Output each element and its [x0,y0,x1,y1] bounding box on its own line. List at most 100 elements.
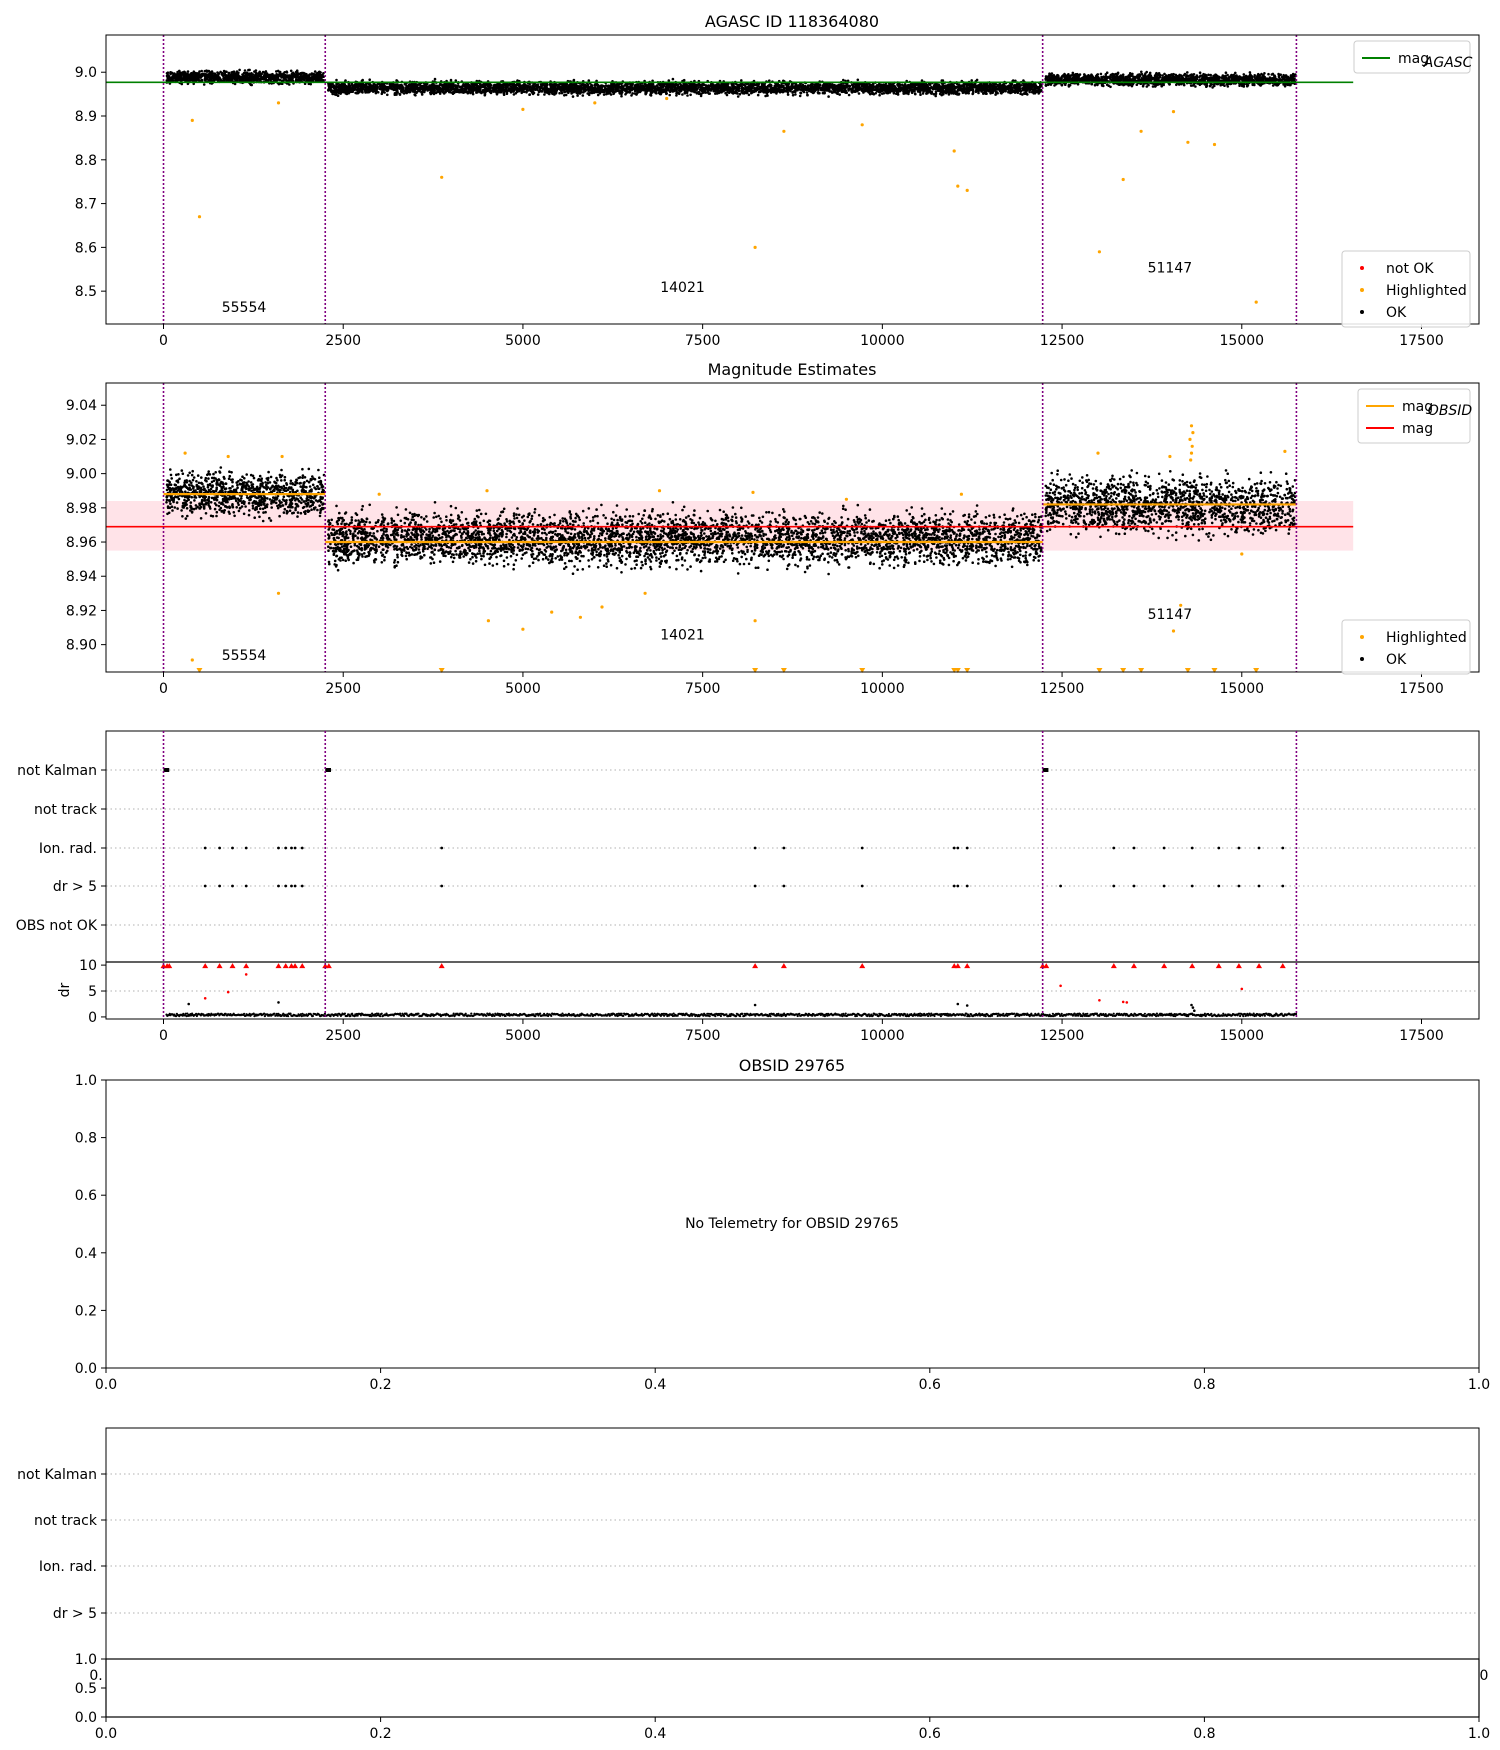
ok-point [189,72,193,75]
ok-point [689,93,692,97]
ok-point [897,85,901,88]
ok-point [750,83,754,86]
ok-point [708,87,711,91]
ok-point [925,91,929,94]
ok-point [265,72,269,76]
ok-point [451,92,455,95]
ok-point [247,68,250,72]
ok-point [233,76,236,80]
ok-point [715,88,718,91]
ok-point [174,79,177,82]
ok-point [759,90,762,94]
ok-point [815,85,818,89]
ok-point [185,73,189,77]
ok-point [971,92,974,96]
ok-point [493,86,497,90]
ok-point [1032,92,1035,95]
ok-point [997,87,1000,91]
ok-point [887,88,890,92]
ok-point [505,89,509,93]
ok-point [686,94,689,97]
ok-point [895,91,899,94]
ok-point [169,77,172,80]
ok-point [173,72,176,75]
ok-point [468,89,472,93]
ok-point [817,88,820,92]
ok-point [346,91,350,95]
ok-point [845,86,848,89]
ok-point [278,78,282,82]
ok-point [262,77,266,81]
ok-point [558,91,561,95]
ok-point [872,92,876,96]
ok-point [826,84,829,87]
ok-point [285,70,289,73]
ok-point [668,90,672,93]
ok-point [224,76,228,79]
ok-point [174,76,178,80]
ok-point [977,83,981,87]
ok-point [860,89,864,93]
ok-point [203,74,206,77]
ok-point [970,88,973,91]
ok-point [602,93,606,96]
ok-point [179,75,183,78]
ok-point [732,91,736,95]
ok-point [287,78,291,82]
ok-point [824,89,828,92]
ok-point [256,74,260,78]
ok-point [726,87,730,90]
ok-point [869,84,873,87]
ok-point [423,88,426,92]
ok-point [712,89,715,93]
ok-point [254,76,258,79]
ok-point [932,92,936,96]
ok-point [351,86,355,90]
ok-point [299,77,302,80]
ok-point [597,84,600,87]
ok-point [954,90,957,94]
ok-point [659,86,663,90]
ok-point [1029,85,1032,88]
ok-point [606,89,610,92]
ok-point [1024,88,1027,92]
ok-point [598,92,602,95]
ok-point [755,87,759,90]
ok-point [620,94,623,98]
ok-point [901,83,904,87]
ok-point [827,95,830,98]
ok-point [977,91,980,95]
ok-point [631,87,634,90]
ok-point [368,78,372,81]
ok-point [188,77,192,80]
ok-point [248,72,251,75]
ok-point [495,92,499,96]
ok-point [654,90,657,94]
ok-point [176,73,179,76]
ok-point [791,91,794,94]
ok-point [302,71,306,75]
ok-point [696,84,699,87]
ok-point [313,74,317,77]
ok-point [640,88,644,91]
ok-point [374,83,377,87]
ok-point [794,90,797,94]
ok-point [791,93,795,97]
ok-point [447,88,451,92]
ok-point [291,76,294,80]
ok-point [227,71,231,75]
ok-point [794,93,797,96]
ok-point [643,82,647,86]
ok-point [902,86,905,90]
ok-point [405,84,409,88]
ok-point [183,74,187,77]
ok-point [525,88,529,91]
ok-point [371,89,375,92]
ok-point [770,88,774,91]
ok-point [1017,82,1021,86]
ok-point [438,92,442,95]
ok-point [919,93,922,96]
ok-point [679,83,682,86]
ok-point [662,84,666,87]
ok-point [718,91,721,94]
